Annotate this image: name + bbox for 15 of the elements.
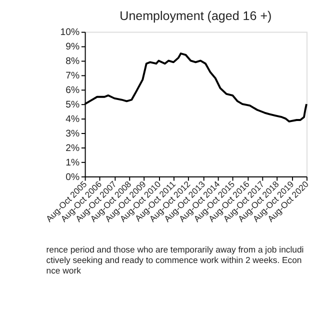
y-tick-label: 8% [66, 56, 80, 68]
y-tick-label: 2% [66, 142, 80, 154]
text: rence period and those who are temporarily away from a job includi [46, 244, 304, 255]
chart-title: Unemployment (aged 16 +) [120, 9, 272, 24]
text: nce work [46, 266, 82, 276]
y-tick-label: 1% [66, 157, 80, 168]
y-tick-label: 10% [60, 27, 80, 38]
y-tick-label: 6% [66, 85, 80, 96]
text: ctively seeking and ready to commence work within 2 weeks. Econ [46, 255, 302, 266]
y-tick-label: 3% [66, 128, 80, 140]
y-tick-label: 5% [66, 99, 80, 110]
y-tick-label: 9% [66, 42, 80, 53]
y-tick-label: 4% [66, 114, 80, 125]
y-tick-label: 7% [66, 70, 80, 82]
y-tick-label: 0% [66, 172, 80, 183]
